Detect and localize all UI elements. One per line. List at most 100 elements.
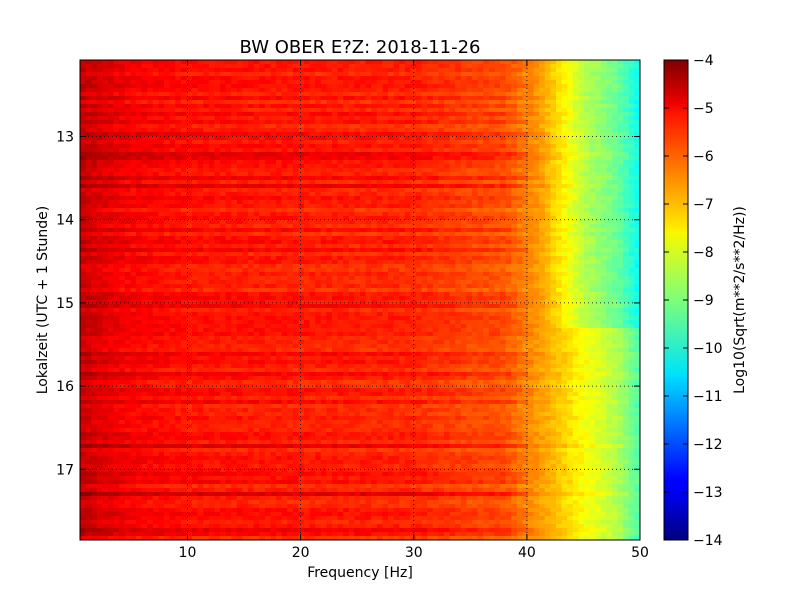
heatmap-cell [438,120,445,125]
heatmap-cell [488,80,495,85]
heatmap-cell [91,60,98,65]
heatmap-cell [320,128,327,133]
heatmap-cell [483,188,490,193]
heatmap-cell [281,116,288,121]
heatmap-cell [214,144,221,149]
heatmap-cell [539,96,546,101]
heatmap-cell [371,128,378,133]
heatmap-cell [528,196,535,201]
heatmap-cell [292,204,299,209]
heatmap-cell [259,236,266,241]
heatmap-cell [432,148,439,153]
heatmap-cell [164,108,171,113]
heatmap-cell [578,172,585,177]
heatmap-cell [600,72,607,77]
heatmap-cell [500,108,507,113]
heatmap-cell [376,204,383,209]
heatmap-cell [292,160,299,165]
heatmap-cell [315,196,322,201]
heatmap-cell [427,68,434,73]
heatmap-cell [572,188,579,193]
heatmap-cell [236,120,243,125]
heatmap-cell [231,80,238,85]
heatmap-cell [623,232,630,237]
heatmap-cell [354,144,361,149]
heatmap-cell [309,256,316,261]
heatmap-cell [287,232,294,237]
heatmap-cell [248,144,255,149]
heatmap-cell [315,92,322,97]
heatmap-cell [164,208,171,213]
heatmap-cell [472,80,479,85]
heatmap-cell [466,160,473,165]
heatmap-cell [315,236,322,241]
heatmap-cell [180,144,187,149]
heatmap-cell [164,100,171,105]
heatmap-cell [85,100,92,105]
heatmap-cell [606,144,613,149]
heatmap-cell [264,128,271,133]
heatmap-cell [119,216,126,221]
heatmap-cell [578,160,585,165]
heatmap-cell [634,244,640,249]
heatmap-cell [158,208,165,213]
heatmap-cell [281,164,288,169]
heatmap-cell [85,224,92,229]
heatmap-cell [550,100,557,105]
heatmap-cell [634,208,640,213]
heatmap-cell [444,64,451,69]
heatmap-cell [477,60,484,65]
heatmap-cell [589,232,596,237]
heatmap-cell [516,64,523,69]
heatmap-cell [158,148,165,153]
heatmap-cell [141,124,148,129]
heatmap-cell [556,208,563,213]
heatmap-cell [505,192,512,197]
heatmap-cell [365,76,372,81]
heatmap-cell [169,176,176,181]
heatmap-cell [488,136,495,141]
heatmap-cell [248,176,255,181]
heatmap-cell [264,152,271,157]
heatmap-cell [617,168,624,173]
heatmap-cell [281,196,288,201]
heatmap-cell [533,100,540,105]
heatmap-cell [91,252,98,257]
heatmap-cell [483,180,490,185]
heatmap-cell [393,108,400,113]
heatmap-cell [376,140,383,145]
heatmap-cell [483,88,490,93]
heatmap-cell [113,180,120,185]
heatmap-cell [326,164,333,169]
heatmap-cell [533,224,540,229]
heatmap-cell [220,136,227,141]
heatmap-cell [186,156,193,161]
heatmap-cell [326,108,333,113]
heatmap-cell [567,160,574,165]
heatmap-cell [203,192,210,197]
heatmap-cell [600,60,607,65]
heatmap-cell [242,136,249,141]
heatmap-cell [113,240,120,245]
heatmap-cell [108,244,115,249]
heatmap-cell [141,224,148,229]
heatmap-cell [85,232,92,237]
heatmap-cell [483,144,490,149]
heatmap-cell [544,176,551,181]
heatmap-cell [264,72,271,77]
heatmap-cell [623,200,630,205]
heatmap-cell [320,132,327,137]
heatmap-cell [96,192,103,197]
heatmap-cell [438,168,445,173]
heatmap-cell [203,136,210,141]
heatmap-cell [376,92,383,97]
heatmap-cell [152,220,159,225]
heatmap-cell [550,160,557,165]
heatmap-cell [550,128,557,133]
heatmap-cell [432,196,439,201]
heatmap-cell [141,132,148,137]
heatmap-cell [309,80,316,85]
heatmap-cell [281,92,288,97]
heatmap-cell [320,248,327,253]
heatmap-cell [147,164,154,169]
